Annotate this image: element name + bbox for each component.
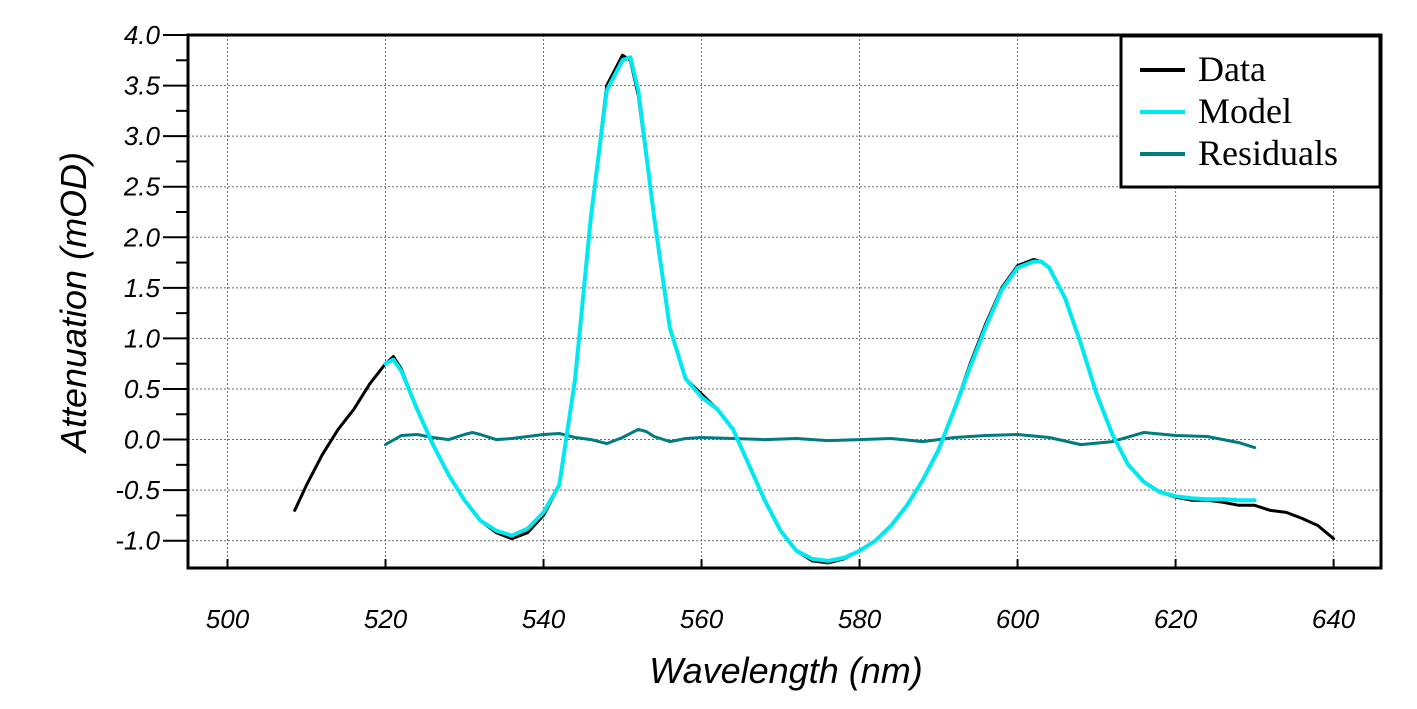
model-line — [383, 55, 1257, 563]
residuals-line — [384, 427, 1257, 450]
y-axis-title: Attenuation (mOD) — [53, 152, 94, 454]
y-tick-label: 4.0 — [124, 20, 161, 50]
y-tick-label: 2.0 — [123, 222, 161, 252]
x-tick-label: 560 — [680, 604, 724, 634]
axes: 500 520 540 560 580 600 620 640 4.0 3.5 3.0 2.5 2.0 1… — [115, 20, 1356, 634]
y-tick-label: -1.0 — [115, 526, 160, 556]
legend-label-data: Data — [1198, 49, 1266, 89]
x-tick-label: 540 — [522, 604, 566, 634]
y-tick-label: 3.5 — [124, 71, 161, 101]
legend-label-model: Model — [1198, 91, 1292, 131]
plot-frame — [186, 33, 1383, 570]
x-tick-label: 580 — [838, 604, 882, 634]
y-tick-label: 0.0 — [124, 425, 161, 455]
x-tick-label: 500 — [206, 604, 250, 634]
y-tick-label: -0.5 — [115, 475, 160, 505]
y-tick-label: 2.5 — [123, 172, 161, 202]
y-tick-label: 1.5 — [124, 273, 161, 303]
x-tick-label: 600 — [996, 604, 1040, 634]
y-tick-label: 3.0 — [124, 121, 161, 151]
y-tick-label: 1.0 — [124, 323, 161, 353]
y-tick-label: 0.5 — [124, 374, 161, 404]
x-tick-label: 640 — [1312, 604, 1356, 634]
series-group — [293, 53, 1336, 565]
x-tick-label: 520 — [364, 604, 408, 634]
x-axis-title: Wavelength (nm) — [649, 650, 922, 691]
legend: Data Model Residuals — [1119, 34, 1382, 189]
x-tick-label: 620 — [1154, 604, 1198, 634]
legend-label-residuals: Residuals — [1198, 133, 1338, 173]
